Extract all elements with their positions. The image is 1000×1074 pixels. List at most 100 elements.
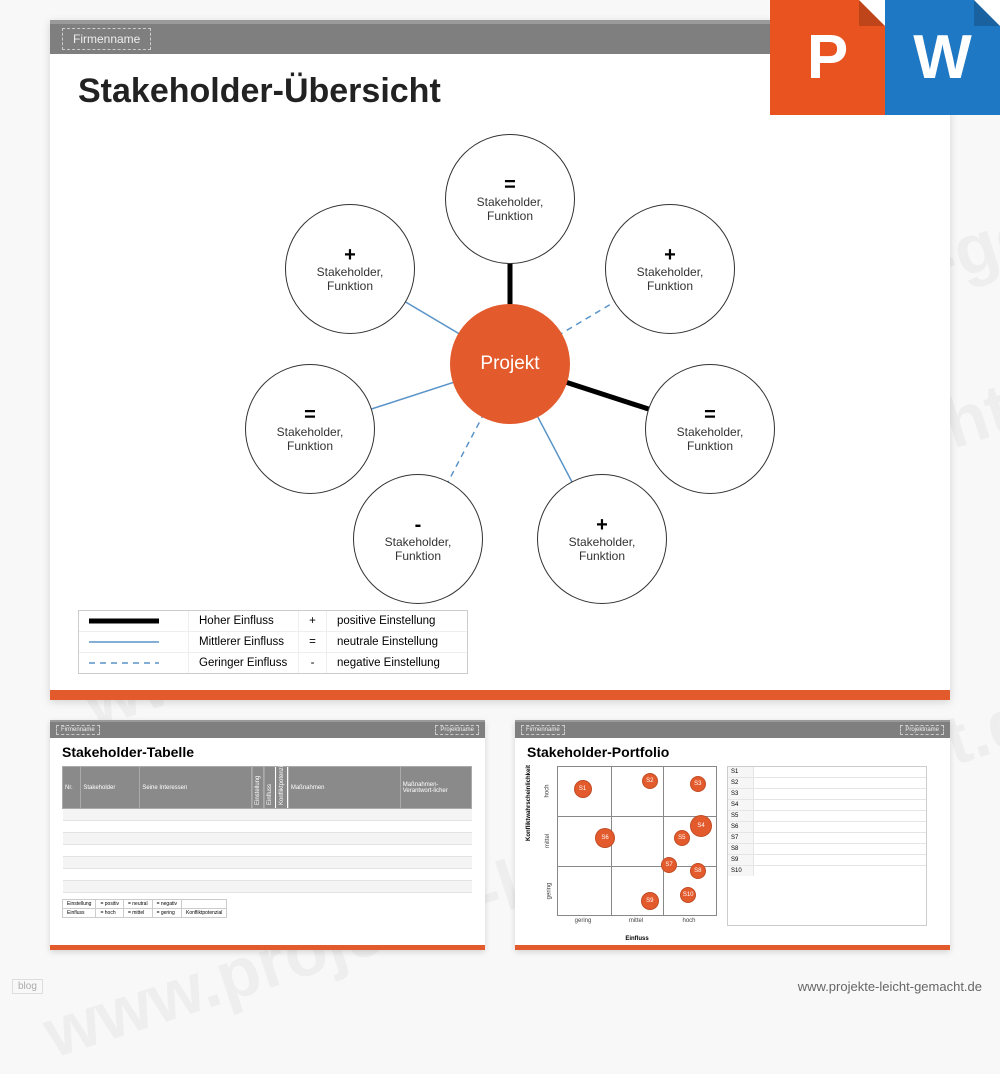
node-symbol: = bbox=[704, 405, 716, 425]
portfolio-bubble: S7 bbox=[661, 857, 677, 873]
project-placeholder: Projektname bbox=[435, 725, 479, 735]
portfolio-bubble: S3 bbox=[690, 776, 706, 792]
list-id: S7 bbox=[728, 833, 754, 843]
table-row bbox=[63, 857, 472, 869]
node-label: Stakeholder, Funktion bbox=[616, 265, 724, 294]
table-header: Konfliktpotenzial bbox=[276, 767, 288, 809]
list-item: S8 bbox=[728, 844, 926, 855]
x-tick-label: mittel bbox=[629, 918, 643, 924]
word-file-icon: W bbox=[885, 0, 1000, 115]
slide-title: Stakeholder-Portfolio bbox=[527, 744, 938, 760]
mini-legend-cell: Einstellung bbox=[63, 900, 96, 909]
legend-line-sample bbox=[79, 653, 189, 673]
mini-legend-cell: Einfluss bbox=[63, 909, 96, 918]
diagram-stakeholder-node: +Stakeholder, Funktion bbox=[537, 474, 667, 604]
table-header: Einfluss bbox=[264, 767, 276, 809]
mini-legend-cell: = gering bbox=[152, 909, 181, 918]
list-item: S4 bbox=[728, 800, 926, 811]
stakeholder-table: Nr.StakeholderSeine InteressenEinstellun… bbox=[62, 766, 472, 893]
slide-title: Stakeholder-Tabelle bbox=[62, 744, 473, 760]
legend-attitude-label: negative Einstellung bbox=[327, 653, 467, 673]
legend-attitude-label: neutrale Einstellung bbox=[327, 632, 467, 652]
portfolio-bubble: S8 bbox=[690, 863, 706, 879]
node-symbol: - bbox=[415, 515, 422, 535]
slide-stakeholder-table: Firmenname Projektname Stakeholder-Tabel… bbox=[50, 720, 485, 950]
list-item: S1 bbox=[728, 767, 926, 778]
portfolio-id-list: S1S2S3S4S5S6S7S8S9S10 bbox=[727, 766, 927, 926]
list-item: S7 bbox=[728, 833, 926, 844]
list-id: S2 bbox=[728, 778, 754, 788]
list-item: S9 bbox=[728, 855, 926, 866]
slide-stakeholder-overview: Firmenname Stakeholder-Übersicht Projekt… bbox=[50, 20, 950, 700]
table-row bbox=[63, 869, 472, 881]
list-item: S5 bbox=[728, 811, 926, 822]
list-id: S3 bbox=[728, 789, 754, 799]
powerpoint-file-icon: P bbox=[770, 0, 885, 115]
portfolio-bubble: S6 bbox=[595, 828, 615, 848]
list-item: S3 bbox=[728, 789, 926, 800]
table-header: Seine Interessen bbox=[140, 767, 252, 809]
node-symbol: = bbox=[504, 175, 516, 195]
node-label: Stakeholder, Funktion bbox=[656, 425, 764, 454]
table-header: Maßnahmen-Verantwort-licher bbox=[400, 767, 471, 809]
node-symbol: = bbox=[304, 405, 316, 425]
diagram-legend: Hoher Einfluss + positive Einstellung Mi… bbox=[78, 610, 468, 674]
slide-topbar: Firmenname Projektname bbox=[515, 720, 950, 738]
node-label: Stakeholder, Funktion bbox=[548, 535, 656, 564]
table-header: Einstellung bbox=[252, 767, 264, 809]
table-mini-legend: Einstellung= positiv= neutral= negativ Ei… bbox=[62, 899, 227, 918]
blog-label: blog bbox=[12, 979, 43, 994]
company-placeholder: Firmenname bbox=[56, 725, 100, 735]
x-tick-label: hoch bbox=[682, 918, 695, 924]
list-item: S10 bbox=[728, 866, 926, 876]
company-placeholder: Firmenname bbox=[62, 28, 151, 50]
diagram-stakeholder-node: +Stakeholder, Funktion bbox=[605, 204, 735, 334]
mini-legend-cell: = negativ bbox=[152, 900, 181, 909]
list-id: S6 bbox=[728, 822, 754, 832]
portfolio-bubble: S5 bbox=[674, 830, 690, 846]
slide-topbar: Firmenname Projektname bbox=[50, 720, 485, 738]
node-symbol: + bbox=[344, 245, 356, 265]
list-id: S5 bbox=[728, 811, 754, 821]
legend-influence-label: Mittlerer Einfluss bbox=[189, 632, 299, 652]
app-file-icons: PW bbox=[770, 0, 1000, 115]
legend-line-sample bbox=[79, 632, 189, 652]
y-tick-label: gering bbox=[546, 883, 552, 900]
legend-influence-label: Hoher Einfluss bbox=[189, 611, 299, 631]
accent-stripe bbox=[515, 945, 950, 950]
legend-symbol: - bbox=[299, 653, 327, 673]
project-placeholder: Projektname bbox=[900, 725, 944, 735]
legend-symbol: = bbox=[299, 632, 327, 652]
mini-legend-cell: = neutral bbox=[123, 900, 152, 909]
node-label: Stakeholder, Funktion bbox=[364, 535, 472, 564]
footer-url: www.projekte-leicht-gemacht.de bbox=[798, 979, 982, 994]
company-placeholder: Firmenname bbox=[521, 725, 565, 735]
x-axis-label: Einfluss bbox=[557, 936, 717, 942]
mini-legend-cell: = positiv bbox=[96, 900, 123, 909]
legend-symbol: + bbox=[299, 611, 327, 631]
diagram-stakeholder-node: +Stakeholder, Funktion bbox=[285, 204, 415, 334]
table-row bbox=[63, 809, 472, 821]
y-axis-label: Konfliktwahrscheinlichkeit bbox=[526, 765, 532, 841]
stakeholder-diagram: Projekt=Stakeholder, Funktion+Stakeholde… bbox=[50, 119, 950, 599]
list-id: S9 bbox=[728, 855, 754, 865]
table-header: Stakeholder bbox=[81, 767, 140, 809]
table-row bbox=[63, 845, 472, 857]
y-tick-label: hoch bbox=[545, 784, 551, 797]
node-label: Stakeholder, Funktion bbox=[256, 425, 364, 454]
legend-line-sample bbox=[79, 611, 189, 631]
table-row bbox=[63, 833, 472, 845]
table-row bbox=[63, 881, 472, 893]
list-id: S4 bbox=[728, 800, 754, 810]
node-label: Stakeholder, Funktion bbox=[456, 195, 564, 224]
portfolio-bubble: S2 bbox=[642, 773, 658, 789]
portfolio-bubble: S1 bbox=[574, 780, 592, 798]
x-tick-label: gering bbox=[575, 918, 592, 924]
legend-influence-label: Geringer Einfluss bbox=[189, 653, 299, 673]
slide-stakeholder-portfolio: Firmenname Projektname Stakeholder-Portf… bbox=[515, 720, 950, 950]
portfolio-bubble: S4 bbox=[690, 815, 712, 837]
diagram-stakeholder-node: =Stakeholder, Funktion bbox=[245, 364, 375, 494]
accent-stripe bbox=[50, 690, 950, 700]
diagram-center-node: Projekt bbox=[450, 304, 570, 424]
table-row bbox=[63, 821, 472, 833]
